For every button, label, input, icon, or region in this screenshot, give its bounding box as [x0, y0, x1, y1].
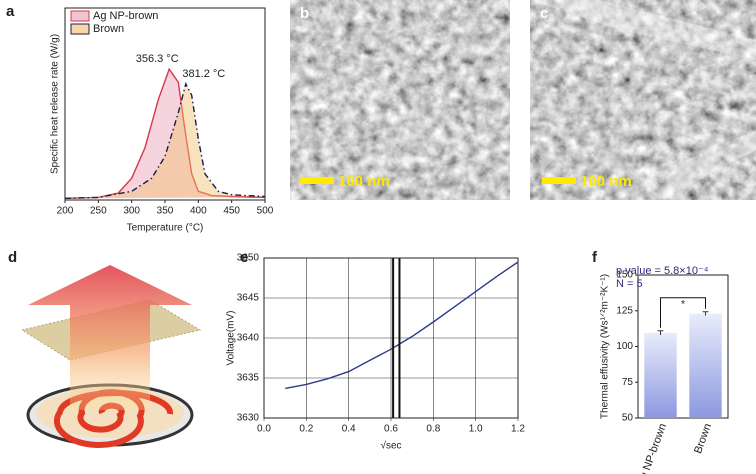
y-tick-label: 3635	[237, 373, 260, 384]
bar	[689, 313, 722, 418]
panel-label: b	[300, 5, 309, 22]
x-tick-label: 450	[223, 206, 240, 217]
x-tick-label: 1.0	[469, 424, 483, 435]
plot-frame	[263, 257, 519, 419]
y-axis-label: Specific heat release rate (W/g)	[50, 34, 61, 174]
legend-label: Brown	[93, 23, 124, 35]
legend-swatch	[70, 10, 90, 22]
annotation: p value = 5.8×10⁻⁴	[616, 265, 709, 277]
scale-bar-label: 100 nm	[338, 173, 390, 190]
x-tick-label: 500	[257, 206, 274, 217]
legend-swatch	[70, 23, 90, 35]
y-tick-label: 3630	[237, 413, 260, 424]
y-tick-label: 3645	[237, 293, 260, 304]
annotation: 381.2 °C	[182, 68, 225, 80]
data-line	[285, 261, 519, 390]
y-axis-label: Thermal effusivity (Ws¹ᐟ²m⁻²K⁻¹)	[600, 274, 611, 419]
panel-label: d	[8, 249, 17, 266]
legend-label: Ag NP-brown	[93, 10, 158, 22]
data-line	[64, 67, 266, 199]
sem-image-b: b 100 nm	[290, 0, 510, 200]
x-tick-label: 0.4	[342, 424, 356, 435]
x-tick-label: 300	[123, 206, 140, 217]
y-axis-label: Voltage(mV)	[226, 310, 237, 365]
x-tick-label: 400	[190, 206, 207, 217]
x-tick-label: 0.6	[384, 424, 398, 435]
x-axis-label: √sec	[380, 440, 401, 452]
y-tick-label: 100	[616, 341, 633, 352]
x-tick-label: 0.0	[257, 424, 271, 435]
annotation: *	[681, 299, 686, 311]
significance-bracket	[660, 297, 706, 328]
x-axis-label: Temperature (°C)	[127, 223, 204, 234]
x-tick-label: 0.8	[426, 424, 440, 435]
panel-label: f	[592, 249, 598, 266]
plot-frame	[637, 274, 729, 419]
x-tick-label: 350	[157, 206, 174, 217]
y-tick-label: 3650	[237, 253, 260, 264]
x-tick-label: 200	[57, 206, 74, 217]
panel-label: e	[240, 249, 248, 266]
diagram-d: d	[8, 249, 202, 448]
bar	[644, 332, 677, 418]
annotation: 356.3 °C	[136, 53, 179, 65]
x-tick-label: Ag NP-brown	[635, 422, 669, 474]
scale-bar-label: 100 nm	[580, 173, 632, 190]
x-tick-label: 250	[90, 206, 107, 217]
y-tick-label: 3640	[237, 333, 260, 344]
y-tick-label: 50	[622, 413, 634, 424]
data-line	[64, 81, 266, 199]
plot-frame	[64, 7, 266, 201]
x-tick-label: 0.2	[299, 424, 313, 435]
sem-image-c: c 100 nm	[530, 0, 756, 200]
scale-bar	[300, 177, 334, 184]
y-tick-label: 150	[616, 270, 633, 281]
x-tick-label: Brown	[692, 422, 714, 455]
panel-label: c	[540, 5, 548, 22]
scale-bar	[542, 177, 576, 184]
y-tick-label: 75	[622, 377, 634, 388]
panel-label: a	[6, 3, 15, 20]
annotation: N = 5	[616, 278, 643, 290]
y-tick-label: 125	[616, 305, 633, 316]
x-tick-label: 1.2	[511, 424, 525, 435]
